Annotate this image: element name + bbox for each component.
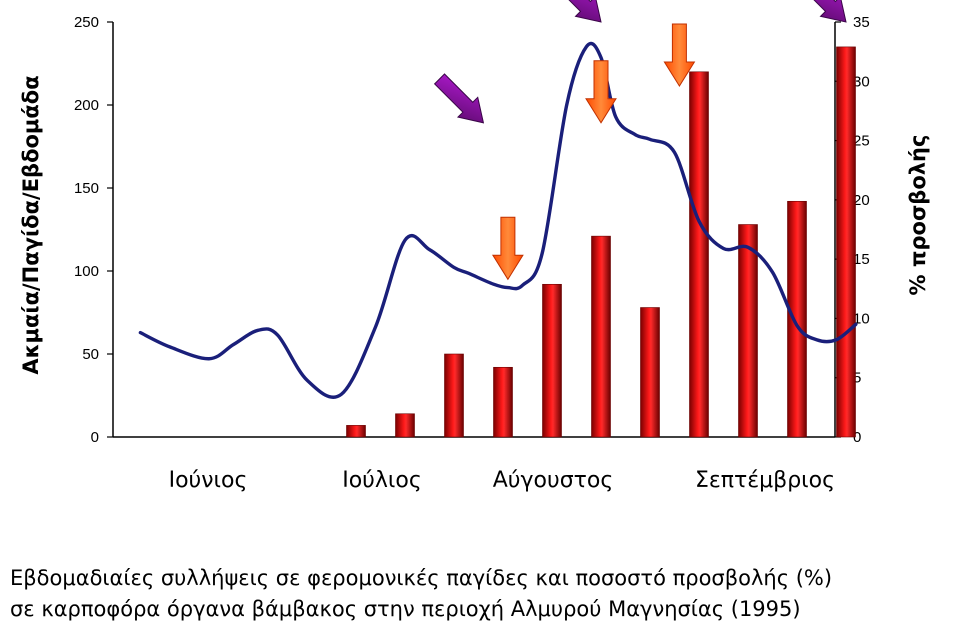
bar xyxy=(395,413,415,438)
bar xyxy=(591,235,611,438)
y-tick-label-right: 5 xyxy=(853,370,861,387)
month-label: Αύγουστος xyxy=(493,468,614,493)
y-tick-label-left: 50 xyxy=(82,346,99,363)
purple-arrow xyxy=(796,0,847,23)
bar xyxy=(444,353,464,438)
purple-arrow xyxy=(551,0,602,23)
y-axis-title-right: % προσβολής xyxy=(906,135,930,296)
orange-arrow-shape xyxy=(663,23,696,87)
bar xyxy=(787,200,807,438)
bar xyxy=(738,224,758,438)
bar xyxy=(836,46,856,438)
arrows xyxy=(433,0,847,281)
y-tick-label-right: 35 xyxy=(853,14,870,31)
y-tick-label-right: 25 xyxy=(853,133,870,150)
caption-line-1: Εβδομαδιαίες συλλήψεις σε φερομονικές πα… xyxy=(10,566,833,590)
bar xyxy=(640,307,660,438)
purple-arrow-shape xyxy=(433,73,485,124)
y-tick-label-right: 15 xyxy=(853,251,870,268)
y-tick-label-right: 10 xyxy=(853,310,870,327)
y-tick-label-left: 250 xyxy=(74,14,99,31)
y-tick-label-left: 0 xyxy=(91,429,99,446)
bars xyxy=(346,46,856,438)
infestation-line xyxy=(138,41,858,399)
y-tick-label-left: 100 xyxy=(74,263,99,280)
axes: 0 50 100 150 200 250 0 5 10 15 20 25 30 35 xyxy=(74,14,870,446)
bar xyxy=(542,283,562,438)
y-tick-label-right: 30 xyxy=(853,73,870,90)
orange-arrow-shape xyxy=(585,60,617,124)
purple-arrow xyxy=(433,73,485,124)
infestation-line-path xyxy=(138,41,858,399)
orange-arrow xyxy=(491,216,524,281)
orange-arrow-shape xyxy=(491,216,524,281)
y-axis-title-left: Ακμαία/Παγίδα/Εβδομάδα xyxy=(19,75,43,374)
orange-arrow xyxy=(663,23,696,87)
month-label: Σεπτέμβριος xyxy=(695,468,835,493)
y-tick-label-right: 0 xyxy=(853,429,861,446)
y-tick-label-left: 150 xyxy=(74,180,99,197)
purple-arrow-shape xyxy=(551,0,602,23)
caption-line-2: σε καρποφόρα όργανα βάμβακος στην περιοχ… xyxy=(10,597,801,621)
orange-arrow xyxy=(585,60,617,124)
bar xyxy=(493,366,513,438)
month-label: Ιούλιος xyxy=(342,468,422,493)
purple-arrow-shape xyxy=(796,0,847,23)
y-tick-label-left: 200 xyxy=(74,97,99,114)
labels: Ιούνιος Ιούλιος Αύγουστος Σεπτέμβριος Ακμαία… xyxy=(19,75,930,493)
y-tick-label-right: 20 xyxy=(853,192,870,209)
caption: Εβδομαδιαίες συλλήψεις σε φερομονικές πα… xyxy=(10,563,832,625)
month-label: Ιούνιος xyxy=(169,468,248,493)
bar xyxy=(689,71,709,438)
bar xyxy=(346,425,366,438)
